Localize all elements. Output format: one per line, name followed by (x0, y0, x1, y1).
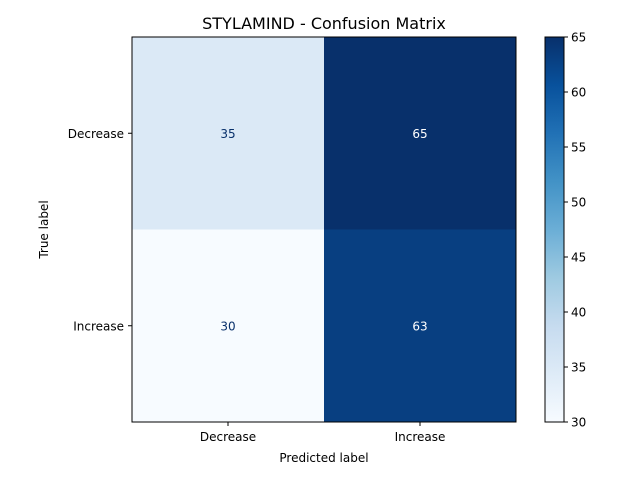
y-axis-label: True label (37, 200, 51, 259)
y-tick-label: Decrease (68, 127, 124, 141)
cell-value-label: 30 (220, 319, 235, 333)
x-axis-ticks: Decrease Increase (200, 422, 446, 444)
matrix-cell-0-0 (132, 37, 325, 230)
matrix-cell-0-1 (324, 37, 517, 230)
cell-value-label: 65 (412, 127, 427, 141)
matrix-cell-1-0 (132, 229, 325, 423)
colorbar-tick-label: 50 (571, 196, 586, 210)
x-axis-label: Predicted label (279, 451, 368, 465)
matrix-cell-labels: 35 65 30 63 (220, 127, 427, 334)
colorbar-tick-label: 40 (571, 306, 586, 320)
colorbar-tick-label: 45 (571, 251, 586, 265)
x-tick-label: Increase (395, 430, 446, 444)
x-tick-label: Decrease (200, 430, 256, 444)
colorbar-tick-label: 30 (571, 416, 586, 430)
y-tick-label: Increase (73, 319, 124, 333)
cell-value-label: 63 (412, 319, 427, 333)
colorbar-tick-label: 65 (571, 31, 586, 45)
colorbar-tick-label: 55 (571, 141, 586, 155)
plot-frame (131, 36, 517, 423)
chart-title: STYLAMIND - Confusion Matrix (202, 14, 446, 33)
matrix-cells (132, 37, 517, 423)
colorbar-ticks: 30 35 40 45 50 55 60 65 (564, 31, 586, 430)
y-axis-ticks: Decrease Increase (68, 127, 132, 333)
colorbar-tick-label: 60 (571, 86, 586, 100)
colorbar (544, 36, 565, 423)
matrix-cell-1-1 (324, 229, 517, 423)
colorbar-tick-label: 35 (571, 361, 586, 375)
cell-value-label: 35 (220, 127, 235, 141)
